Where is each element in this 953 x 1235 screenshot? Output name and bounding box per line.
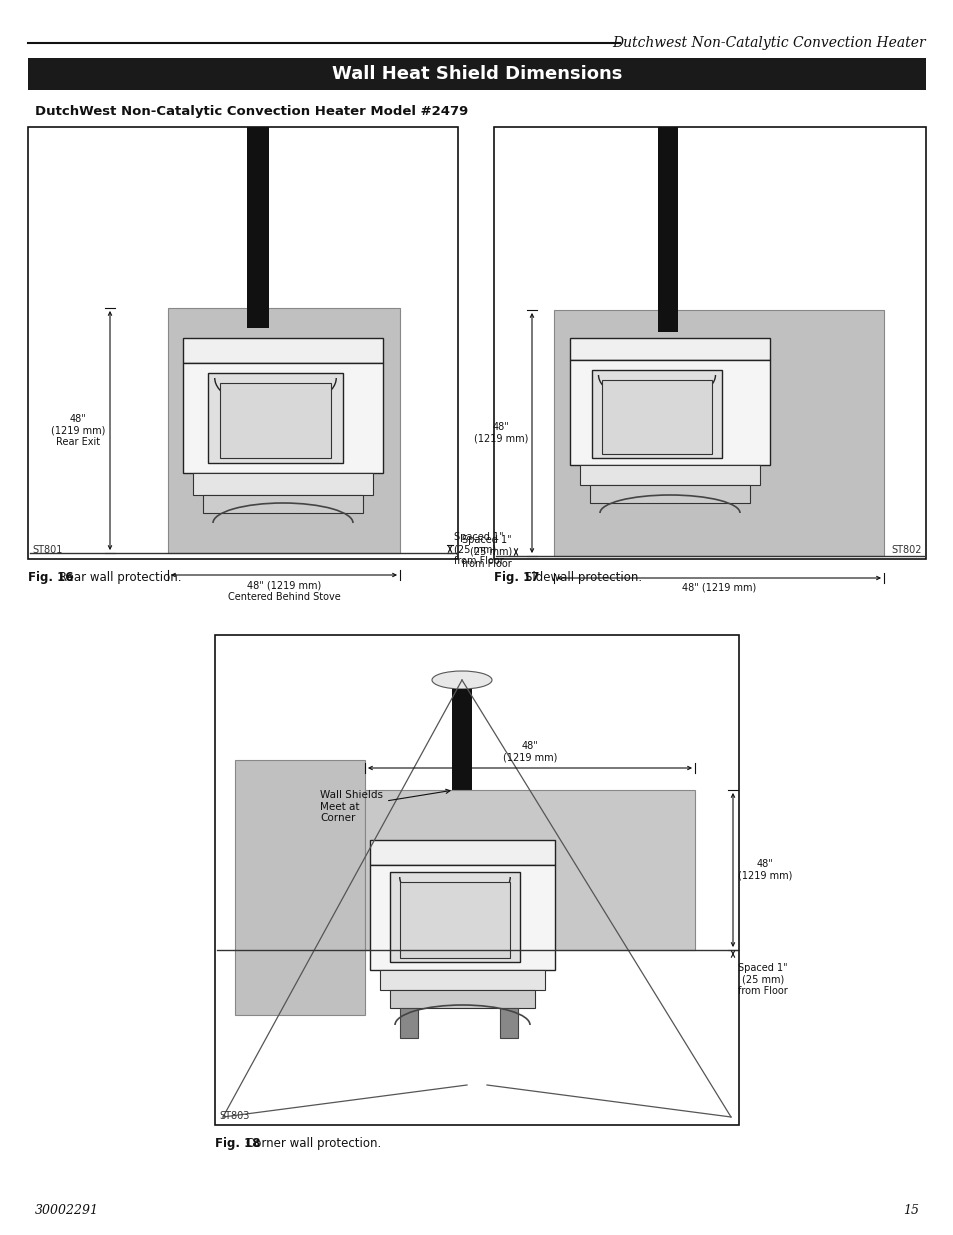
Text: Fig. 16: Fig. 16 xyxy=(28,571,73,584)
Text: 48"
(1219 mm): 48" (1219 mm) xyxy=(473,422,527,443)
Text: Spaced 1"
(25 mm)
from Floor: Spaced 1" (25 mm) from Floor xyxy=(738,963,787,997)
Bar xyxy=(569,338,769,359)
Bar xyxy=(203,495,363,513)
Bar xyxy=(589,485,749,503)
Text: Sidewall protection.: Sidewall protection. xyxy=(524,571,641,584)
Bar xyxy=(370,864,555,969)
Bar xyxy=(168,308,399,553)
Bar xyxy=(399,882,510,958)
Bar xyxy=(390,990,535,1008)
Bar xyxy=(554,310,883,556)
Bar xyxy=(579,466,760,485)
Text: ST803: ST803 xyxy=(219,1112,249,1121)
Bar xyxy=(208,373,343,463)
Bar xyxy=(247,127,269,329)
Text: Wall Shields
Meet at
Corner: Wall Shields Meet at Corner xyxy=(319,789,450,824)
Text: ST802: ST802 xyxy=(890,545,921,555)
Text: DutchWest Non-Catalytic Convection Heater Model #2479: DutchWest Non-Catalytic Convection Heate… xyxy=(35,105,468,119)
Bar xyxy=(28,127,457,559)
Text: Fig. 17: Fig. 17 xyxy=(494,571,538,584)
Text: Rear wall protection.: Rear wall protection. xyxy=(59,571,181,584)
Text: 48"
(1219 mm): 48" (1219 mm) xyxy=(738,860,792,881)
Bar xyxy=(390,872,519,962)
Text: 48" (1219 mm)
Centered Behind Stove: 48" (1219 mm) Centered Behind Stove xyxy=(228,580,340,601)
Text: 48"
(1219 mm)
Rear Exit: 48" (1219 mm) Rear Exit xyxy=(51,414,105,447)
Text: Fig. 18: Fig. 18 xyxy=(214,1137,260,1150)
Bar xyxy=(365,790,695,950)
Bar xyxy=(601,380,711,454)
Text: 15: 15 xyxy=(902,1203,918,1216)
Bar xyxy=(28,58,925,90)
Bar xyxy=(379,969,544,990)
Text: 30002291: 30002291 xyxy=(35,1203,99,1216)
Bar xyxy=(592,370,721,458)
Bar xyxy=(234,760,365,1015)
Text: 48" (1219 mm): 48" (1219 mm) xyxy=(681,583,756,593)
Bar xyxy=(494,127,925,559)
Bar xyxy=(370,840,555,864)
Bar xyxy=(399,1008,417,1037)
Bar xyxy=(183,338,382,363)
Text: 48"
(1219 mm): 48" (1219 mm) xyxy=(502,741,557,763)
Bar xyxy=(499,1008,517,1037)
Bar xyxy=(183,363,382,473)
Text: Dutchwest Non-Catalytic Convection Heater: Dutchwest Non-Catalytic Convection Heate… xyxy=(612,36,925,49)
Bar xyxy=(658,127,678,332)
Text: Wall Heat Shield Dimensions: Wall Heat Shield Dimensions xyxy=(332,65,621,83)
Text: Spaced 1"
(25 mm)
from Floor: Spaced 1" (25 mm) from Floor xyxy=(454,532,503,566)
Text: Corner wall protection.: Corner wall protection. xyxy=(246,1137,381,1150)
Ellipse shape xyxy=(432,671,492,689)
Bar xyxy=(220,383,331,458)
Bar xyxy=(214,635,739,1125)
Bar xyxy=(569,359,769,466)
Bar xyxy=(193,473,373,495)
Text: Spaced 1"
(25 mm)
from Floor: Spaced 1" (25 mm) from Floor xyxy=(462,536,512,568)
Text: ST801: ST801 xyxy=(32,545,62,555)
Bar xyxy=(452,689,472,869)
